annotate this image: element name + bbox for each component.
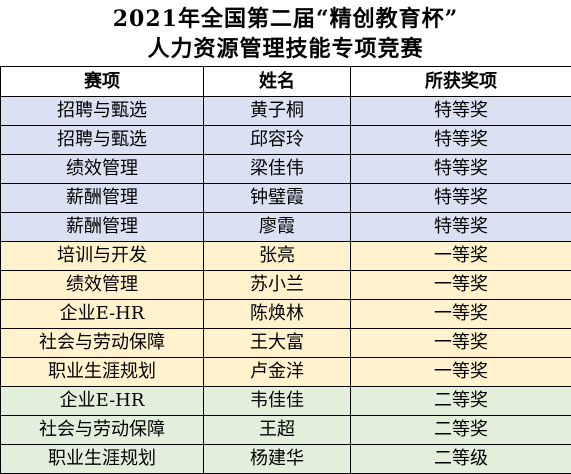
cell-name: 钟璧霞 [203, 183, 351, 213]
header-row: 赛项 姓名 所获奖项 [0, 66, 571, 97]
cell-award: 二等奖 [350, 415, 571, 445]
header-name: 姓名 [203, 66, 351, 97]
cell-award: 一等奖 [350, 328, 571, 358]
table-row: 企业E-HR 韦佳佳 二等奖 [0, 386, 571, 416]
cell-name: 黄子桐 [203, 96, 351, 126]
cell-award: 二等级 [350, 444, 571, 474]
cell-name: 苏小兰 [203, 270, 351, 300]
cell-name: 张亮 [203, 241, 351, 271]
cell-name: 梁佳伟 [203, 154, 351, 184]
table-row: 职业生涯规划 杨建华 二等级 [0, 444, 571, 474]
cell-name: 王大富 [203, 328, 351, 358]
cell-event: 职业生涯规划 [0, 357, 204, 387]
cell-award: 一等奖 [350, 299, 571, 329]
table-row: 招聘与甄选 邱容玲 特等奖 [0, 125, 571, 155]
cell-award: 一等奖 [350, 270, 571, 300]
table-row: 绩效管理 苏小兰 一等奖 [0, 270, 571, 300]
cell-event: 社会与劳动保障 [0, 415, 204, 445]
cell-event: 薪酬管理 [0, 183, 204, 213]
cell-event: 社会与劳动保障 [0, 328, 204, 358]
table-row: 薪酬管理 钟璧霞 特等奖 [0, 183, 571, 213]
table-row: 培训与开发 张亮 一等奖 [0, 241, 571, 271]
awards-table: 赛项 姓名 所获奖项 招聘与甄选 黄子桐 特等奖 招聘与甄选 邱容玲 特等奖 绩效管理 梁佳伟… [0, 66, 571, 474]
cell-name: 陈焕林 [203, 299, 351, 329]
cell-name: 卢金洋 [203, 357, 351, 387]
cell-name: 廖霞 [203, 212, 351, 242]
cell-name: 韦佳佳 [203, 386, 351, 416]
title-line-2: 人力资源管理技能专项竞赛 [147, 36, 424, 62]
cell-event: 企业E-HR [0, 299, 204, 329]
cell-event: 企业E-HR [0, 386, 204, 416]
cell-event: 绩效管理 [0, 270, 204, 300]
title-line-1: 2021年全国第二届“精创教育杯” [112, 6, 459, 32]
cell-event: 招聘与甄选 [0, 125, 204, 155]
cell-award: 特等奖 [350, 125, 571, 155]
header-award: 所获奖项 [350, 66, 571, 97]
table-row: 绩效管理 梁佳伟 特等奖 [0, 154, 571, 184]
table-row: 招聘与甄选 黄子桐 特等奖 [0, 96, 571, 126]
cell-award: 特等奖 [350, 96, 571, 126]
table-row: 职业生涯规划 卢金洋 一等奖 [0, 357, 571, 387]
table-row: 社会与劳动保障 王大富 一等奖 [0, 328, 571, 358]
cell-event: 职业生涯规划 [0, 444, 204, 474]
cell-event: 招聘与甄选 [0, 96, 204, 126]
table-row: 社会与劳动保障 王超 二等奖 [0, 415, 571, 445]
cell-award: 特等奖 [350, 183, 571, 213]
table-row: 薪酬管理 廖霞 特等奖 [0, 212, 571, 242]
cell-name: 邱容玲 [203, 125, 351, 155]
cell-name: 王超 [203, 415, 351, 445]
cell-event: 培训与开发 [0, 241, 204, 271]
cell-award: 特等奖 [350, 212, 571, 242]
cell-award: 一等奖 [350, 241, 571, 271]
cell-award: 特等奖 [350, 154, 571, 184]
header-event: 赛项 [0, 66, 204, 97]
table-row: 企业E-HR 陈焕林 一等奖 [0, 299, 571, 329]
cell-award: 二等奖 [350, 386, 571, 416]
table-body: 招聘与甄选 黄子桐 特等奖 招聘与甄选 邱容玲 特等奖 绩效管理 梁佳伟 特等奖 薪酬管理 钟璧霞特… [0, 96, 571, 474]
cell-name: 杨建华 [203, 444, 351, 474]
cell-event: 薪酬管理 [0, 212, 204, 242]
cell-award: 一等奖 [350, 357, 571, 387]
cell-event: 绩效管理 [0, 154, 204, 184]
